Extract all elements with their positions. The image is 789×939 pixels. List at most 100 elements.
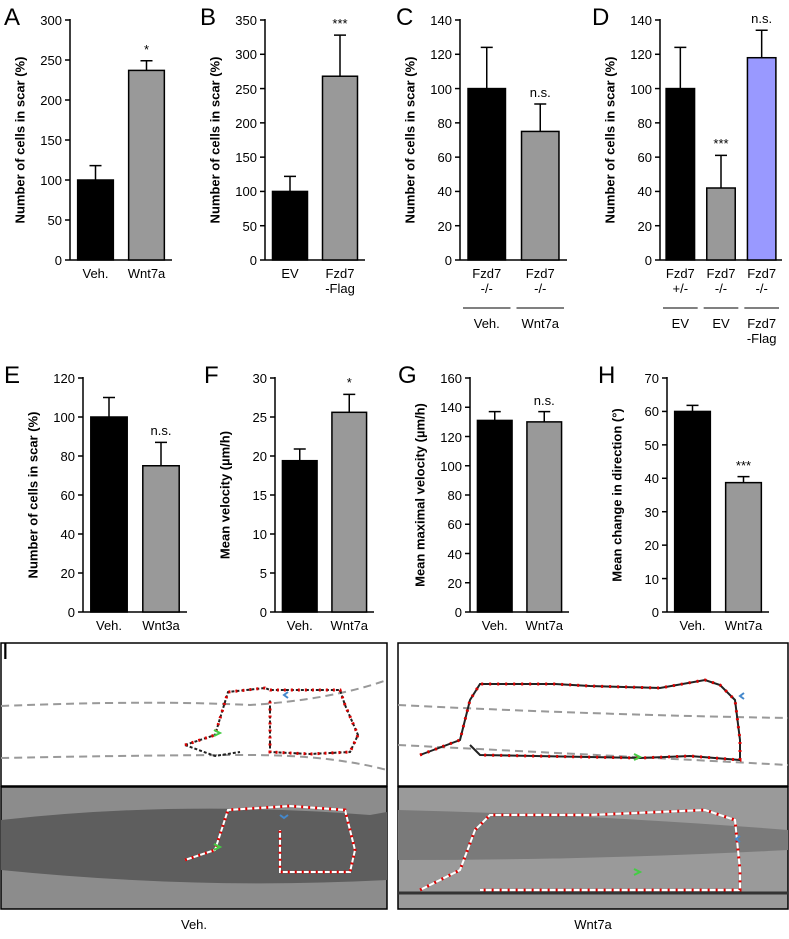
error-bar — [334, 34, 346, 77]
end-marker — [279, 691, 745, 843]
y-axis-label: Number of cells in scar (%) — [12, 56, 28, 224]
error-bar — [140, 60, 153, 71]
y-tick-label: 100 — [630, 81, 652, 97]
panel-letter: B — [200, 4, 217, 31]
y-tick-label: 0 — [54, 253, 62, 268]
error-bar — [737, 475, 750, 483]
y-tick-label: 100 — [53, 410, 75, 425]
y-tick-label: 200 — [40, 93, 62, 108]
y-tick-label: 20 — [60, 566, 75, 581]
bar — [526, 421, 563, 613]
significance: *** — [713, 136, 729, 152]
y-tick-label: 120 — [53, 371, 75, 386]
y-tick-label: 140 — [430, 13, 452, 28]
vessel — [398, 810, 788, 860]
y-tick-label: 60 — [447, 517, 462, 533]
bar — [724, 481, 763, 613]
y-tick-label: 20 — [437, 218, 452, 234]
y-tick-label: 60 — [637, 150, 652, 166]
y-tick-label: 80 — [60, 449, 75, 464]
bar — [476, 419, 513, 613]
bar — [281, 459, 318, 613]
caption: Wnt7a — [574, 917, 612, 932]
y-axis-label: Number of cells in scar (%) — [402, 56, 418, 224]
bar — [746, 56, 777, 261]
x-tick-label: Veh. — [286, 618, 313, 633]
y-axis-label: Number of cells in scar (%) — [602, 56, 618, 224]
y-tick-label: 300 — [235, 47, 257, 63]
error-bar — [715, 154, 727, 188]
error-bar — [674, 46, 687, 89]
significance: n.s. — [533, 392, 555, 408]
y-tick-label: 0 — [444, 253, 452, 268]
y-axis-label: Mean maximal velocity (µm/h) — [412, 403, 428, 587]
trace-points — [184, 686, 360, 756]
caption: Veh. — [180, 917, 208, 932]
y-tick-label: 0 — [644, 253, 652, 268]
significance: n.s. — [751, 11, 773, 27]
panel-letter: G — [398, 362, 417, 389]
y-tick-label: 100 — [235, 184, 257, 200]
y-tick-label: 30 — [644, 504, 659, 520]
trace-points — [419, 678, 742, 762]
y-tick-label: 120 — [630, 47, 652, 63]
x-tick-label: Wnt3a — [142, 618, 180, 633]
y-tick-label: 20 — [637, 218, 652, 234]
panel-letter: A — [4, 4, 21, 31]
vessel — [1, 808, 387, 884]
x-tick-label: Veh. — [82, 266, 109, 281]
y-axis-label: Mean velocity (µm/h) — [217, 430, 233, 560]
bar — [520, 130, 560, 261]
y-axis-label: Mean change in direction (°) — [609, 408, 625, 582]
group-label: Fzd7 -Flag — [746, 316, 777, 346]
error-bar — [89, 164, 102, 180]
group-label: Veh. — [473, 316, 500, 331]
bar — [142, 465, 180, 613]
y-tick-label: 250 — [235, 81, 257, 97]
bar — [271, 190, 309, 261]
y-tick-label: 100 — [40, 173, 62, 188]
x-tick-label: Veh. — [95, 618, 123, 633]
y-tick-label: 80 — [447, 488, 462, 503]
y-tick-label: 25 — [252, 410, 267, 425]
y-tick-label: 200 — [235, 115, 257, 131]
y-tick-label: 0 — [67, 605, 75, 620]
x-tick-label: Fzd7 -/- — [747, 266, 777, 296]
x-tick-label: Veh. — [481, 618, 508, 633]
y-tick-label: 0 — [249, 253, 257, 268]
x-tick-label: Wnt7a — [525, 618, 564, 633]
group-label: EV — [712, 316, 730, 331]
trace-box — [397, 642, 789, 787]
y-tick-label: 150 — [235, 150, 257, 166]
bar — [127, 69, 166, 261]
y-tick-label: 50 — [47, 213, 62, 228]
x-tick-label: Fzd7 -/- — [472, 266, 502, 296]
error-bar — [284, 175, 296, 192]
y-tick-label: 5 — [259, 566, 267, 581]
y-tick-label: 120 — [430, 47, 452, 63]
panel-letter: D — [592, 4, 610, 31]
bar — [76, 179, 115, 261]
y-tick-label: 140 — [630, 13, 652, 28]
y-tick-label: 10 — [252, 527, 267, 542]
y-tick-label: 40 — [637, 184, 652, 200]
y-tick-label: 40 — [644, 471, 659, 487]
y-tick-label: 250 — [40, 53, 62, 68]
panel-i-images — [0, 642, 789, 910]
y-tick-label: 40 — [437, 184, 452, 200]
error-bar — [538, 410, 551, 422]
trace-points — [419, 808, 742, 892]
group-label: Wnt7a — [521, 316, 560, 331]
y-tick-label: 120 — [440, 429, 462, 445]
y-tick-label: 30 — [252, 371, 267, 386]
y-tick-label: 20 — [447, 575, 462, 591]
y-tick-label: 50 — [242, 218, 257, 234]
trace-box — [0, 642, 388, 787]
x-tick-label: Wnt7a — [724, 618, 763, 633]
error-bar — [293, 448, 306, 461]
y-tick-label: 100 — [440, 458, 462, 474]
x-tick-label: Wnt7a — [330, 618, 369, 633]
x-tick-label: Fzd7 -Flag — [325, 266, 355, 296]
y-axis-label: Number of cells in scar (%) — [25, 411, 41, 579]
y-tick-label: 140 — [440, 400, 462, 416]
